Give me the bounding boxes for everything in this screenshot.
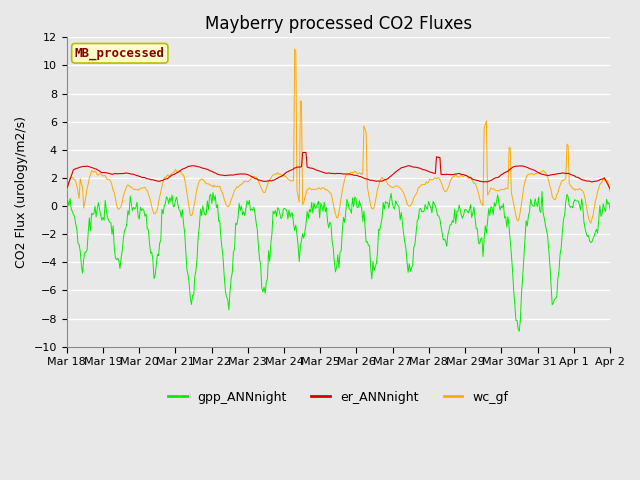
- gpp_ANNnight: [515, 328, 523, 334]
- gpp_ANNnight: [559, 228, 566, 233]
- Line: gpp_ANNnight: gpp_ANNnight: [67, 192, 610, 331]
- gpp_ANNnight: [63, 197, 70, 203]
- wc_gf: [587, 220, 595, 226]
- wc_gf: [232, 186, 239, 192]
- wc_gf: [293, 187, 301, 193]
- wc_gf: [557, 179, 565, 185]
- wc_gf: [463, 173, 471, 179]
- er_ANNnight: [463, 173, 471, 179]
- gpp_ANNnight: [232, 220, 239, 226]
- Legend: gpp_ANNnight, er_ANNnight, wc_gf: gpp_ANNnight, er_ANNnight, wc_gf: [163, 385, 513, 408]
- er_ANNnight: [557, 170, 565, 176]
- gpp_ANNnight: [606, 206, 614, 212]
- wc_gf: [291, 46, 298, 52]
- er_ANNnight: [301, 150, 308, 156]
- gpp_ANNnight: [367, 265, 374, 271]
- Line: wc_gf: wc_gf: [67, 49, 610, 223]
- wc_gf: [368, 205, 376, 211]
- Title: Mayberry processed CO2 Fluxes: Mayberry processed CO2 Fluxes: [205, 15, 472, 33]
- er_ANNnight: [606, 186, 614, 192]
- er_ANNnight: [368, 178, 376, 183]
- er_ANNnight: [394, 168, 402, 173]
- wc_gf: [394, 183, 402, 189]
- wc_gf: [63, 189, 70, 195]
- Y-axis label: CO2 Flux (urology/m2/s): CO2 Flux (urology/m2/s): [15, 116, 28, 268]
- gpp_ANNnight: [538, 189, 546, 194]
- gpp_ANNnight: [292, 222, 300, 228]
- Text: MB_processed: MB_processed: [75, 47, 165, 60]
- gpp_ANNnight: [393, 201, 401, 206]
- gpp_ANNnight: [462, 207, 470, 213]
- er_ANNnight: [63, 186, 70, 192]
- Line: er_ANNnight: er_ANNnight: [67, 153, 610, 189]
- er_ANNnight: [292, 165, 300, 170]
- wc_gf: [606, 188, 614, 194]
- er_ANNnight: [232, 172, 239, 178]
